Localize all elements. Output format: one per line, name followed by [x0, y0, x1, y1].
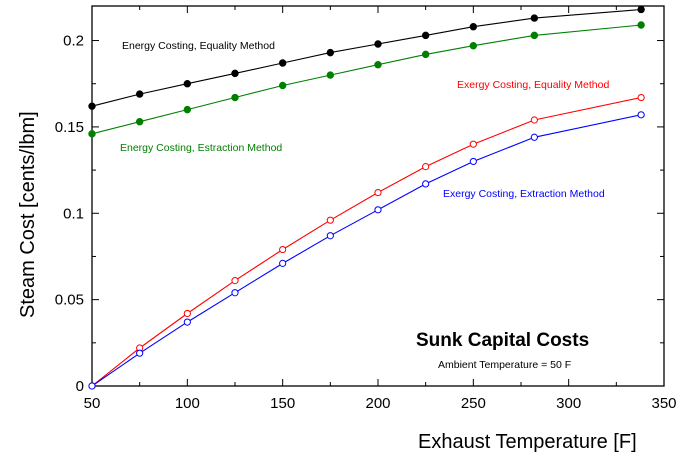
- tick-group: [91, 6, 665, 387]
- series-point-3: [637, 111, 645, 119]
- series-point-1: [421, 50, 430, 59]
- x-axis-title: Exhaust Temperature [F]: [418, 431, 637, 453]
- series-point-1: [135, 118, 144, 126]
- series-point-0: [88, 102, 96, 110]
- series-point-3: [422, 180, 430, 188]
- series-point-group: [88, 5, 645, 390]
- series-point-2: [637, 93, 645, 102]
- series-point-0: [231, 69, 239, 78]
- series-point-0: [421, 31, 430, 40]
- series-point-1: [637, 21, 645, 29]
- series-point-0: [278, 59, 287, 67]
- y-tick-label: 0.2: [63, 33, 84, 50]
- series-point-1: [183, 105, 192, 114]
- series-point-1: [374, 61, 382, 69]
- x-tick-label: 300: [556, 395, 581, 412]
- y-tick-label: 0: [76, 378, 84, 395]
- y-axis-title: Steam Cost [cents/lbm]: [17, 111, 39, 318]
- series-point-0: [135, 90, 144, 98]
- y-tick-label: 0.15: [55, 119, 84, 136]
- series-point-3: [326, 232, 334, 240]
- series-point-2: [469, 140, 477, 148]
- series-point-2: [374, 188, 382, 197]
- series-point-0: [469, 23, 478, 31]
- series-point-1: [530, 31, 539, 40]
- x-tick-label: 350: [651, 395, 676, 412]
- series-point-2: [183, 309, 191, 318]
- series-point-0: [530, 14, 539, 22]
- series-point-3: [183, 318, 191, 326]
- series-point-3: [136, 349, 144, 357]
- x-tick-label: 150: [270, 395, 295, 412]
- x-tick-label: 200: [365, 395, 390, 412]
- chart-title: Sunk Capital Costs: [416, 330, 589, 351]
- chart-subtitle: Ambient Temperature = 50 F: [438, 359, 571, 371]
- x-tick-label: 250: [461, 395, 486, 412]
- series-point-1: [88, 130, 96, 138]
- series-point-0: [637, 5, 645, 14]
- x-tick-label: 100: [175, 395, 200, 412]
- series-point-3: [530, 133, 538, 141]
- y-tick-label: 0.1: [63, 205, 84, 222]
- series-point-0: [374, 40, 382, 48]
- series-point-3: [231, 289, 239, 297]
- series-point-2: [326, 216, 334, 224]
- series-point-2: [279, 245, 287, 254]
- series-point-2: [422, 163, 430, 171]
- series-point-0: [326, 48, 335, 57]
- series-point-3: [279, 259, 287, 267]
- y-tick-label: 0.05: [55, 292, 84, 309]
- x-tick-label: 50: [84, 395, 101, 412]
- series-label-exergy-equality: Exergy Costing, Equality Method: [457, 79, 609, 91]
- series-line-0: [91, 8, 642, 107]
- series-point-1: [469, 42, 478, 50]
- series-point-1: [231, 93, 239, 102]
- series-label-energy-equality: Energy Costing, Equality Method: [122, 40, 275, 52]
- series-point-2: [530, 116, 538, 124]
- series-point-3: [374, 206, 382, 214]
- series-point-3: [88, 382, 96, 390]
- series-label-exergy-extraction: Exergy Costing, Extraction Method: [443, 188, 605, 200]
- series-point-1: [278, 81, 287, 90]
- series-point-2: [231, 277, 239, 285]
- series-point-3: [469, 157, 477, 166]
- series-label-energy-extraction: Energy Costing, Estraction Method: [120, 142, 282, 154]
- series-point-1: [326, 71, 335, 79]
- tick-label-group: 50 100 150 200 250 300 350 0 0.05 0.1 0.15 0.2: [55, 33, 677, 412]
- series-point-0: [183, 80, 192, 88]
